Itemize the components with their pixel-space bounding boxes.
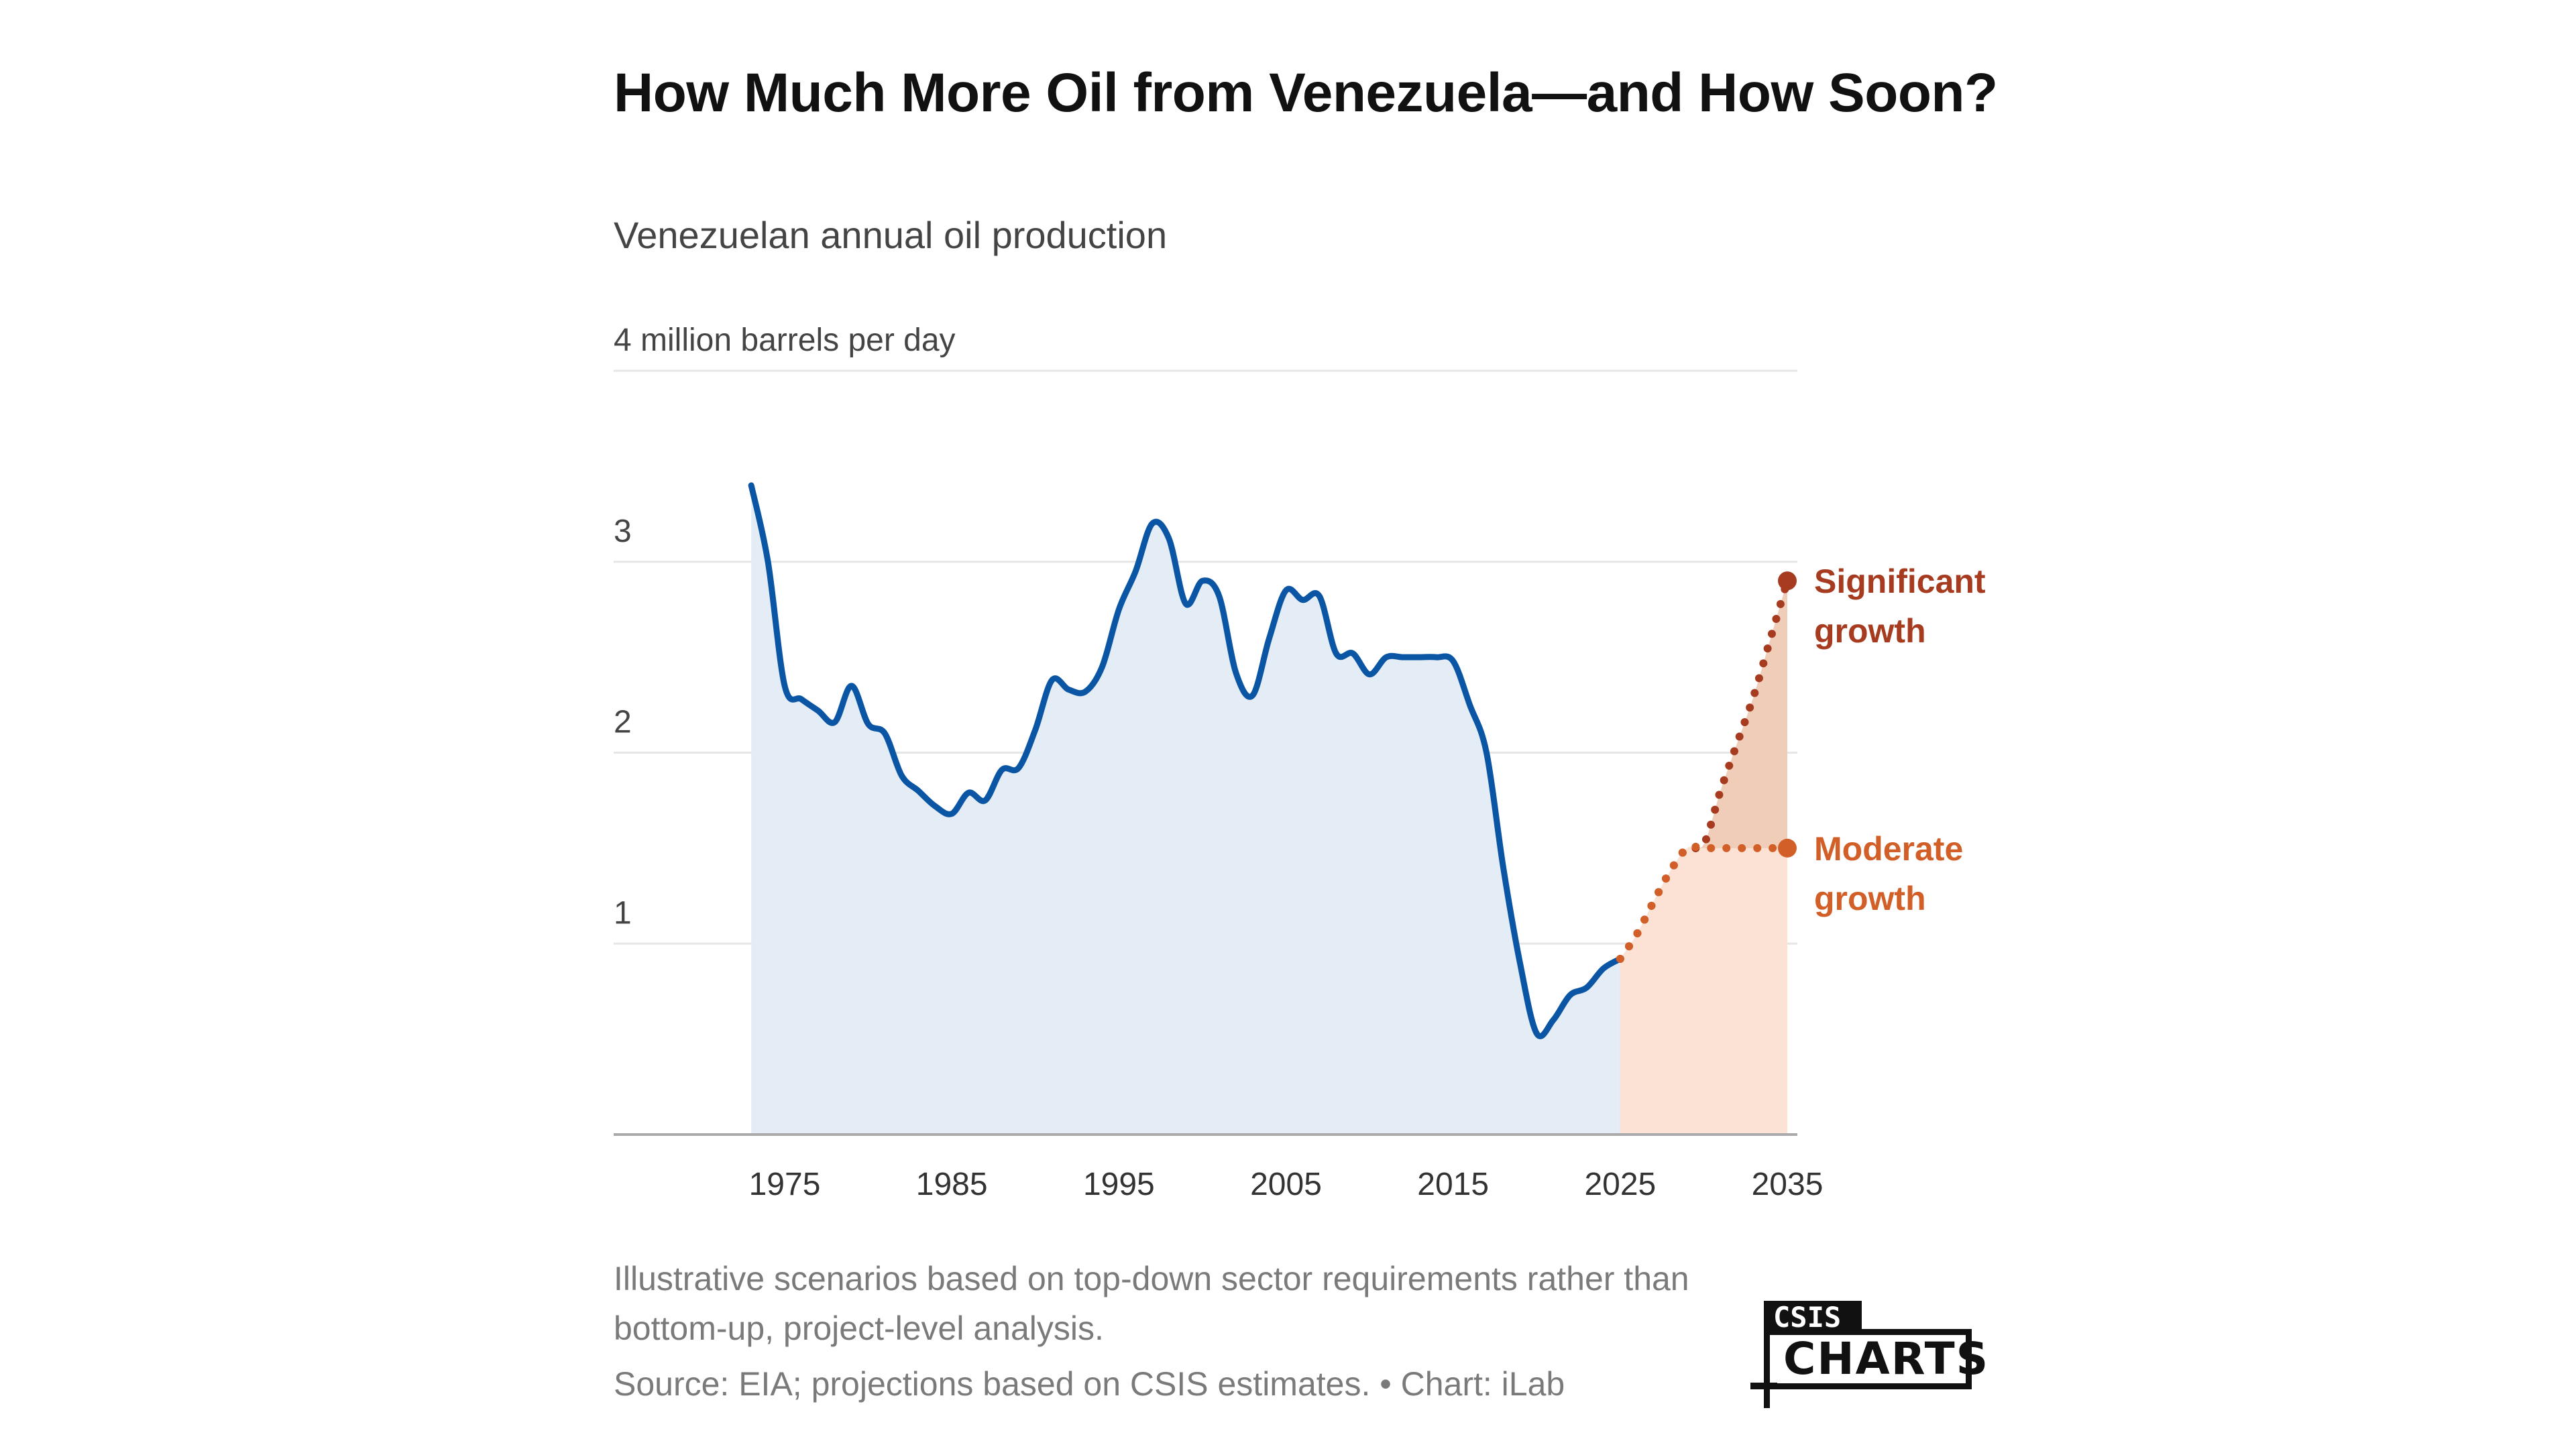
- csis-charts-logo: CHARTS CSIS: [1750, 1294, 1988, 1415]
- logo-csis-text: CSIS: [1764, 1301, 1862, 1334]
- moderate-growth-label: Moderate growth: [1814, 830, 1963, 917]
- series-labels: Significant growth Moderate growth: [1814, 563, 1986, 917]
- historical-area: [751, 485, 1620, 1135]
- x-tick-label-2015: 2015: [1417, 1167, 1489, 1202]
- x-tick-label-2025: 2025: [1584, 1167, 1656, 1202]
- logo-crosshair-v: [1764, 1381, 1770, 1408]
- chart-source: Source: EIA; projections based on CSIS e…: [614, 1365, 1565, 1403]
- y-tick-label-2: 2: [614, 705, 632, 740]
- y-tick-label-1: 1: [614, 895, 632, 931]
- series-lines: [748, 482, 1797, 1039]
- moderate-growth-end-marker: [1778, 838, 1797, 858]
- chart-note: Illustrative scenarios based on top-down…: [614, 1260, 1689, 1347]
- x-tick-label-1975: 1975: [749, 1167, 821, 1202]
- x-tick-label-2035: 2035: [1752, 1167, 1824, 1202]
- y-tick-label-4: 4 million barrels per day: [614, 323, 956, 358]
- significant-growth-label: Significant growth: [1814, 563, 1986, 650]
- significant-growth-end-marker: [1778, 571, 1797, 591]
- moderate-growth-line: [1616, 842, 1791, 964]
- x-tick-label-1985: 1985: [916, 1167, 988, 1202]
- x-tick-label-2005: 2005: [1250, 1167, 1322, 1202]
- chart-title: How Much More Oil from Venezuela—and How…: [614, 62, 1998, 123]
- logo-charts-text: CHARTS: [1764, 1329, 1988, 1389]
- historical-line: [748, 482, 1624, 1039]
- axes: 1 2 3 4 million barrels per day 1975 1985 1995…: [614, 323, 1823, 1202]
- chart-subtitle: Venezuelan annual oil production: [614, 214, 1168, 256]
- x-tick-label-1995: 1995: [1083, 1167, 1155, 1202]
- y-tick-label-3: 3: [614, 514, 632, 549]
- area-fills: [751, 485, 1787, 1135]
- moderate-growth-area: [1620, 846, 1787, 1135]
